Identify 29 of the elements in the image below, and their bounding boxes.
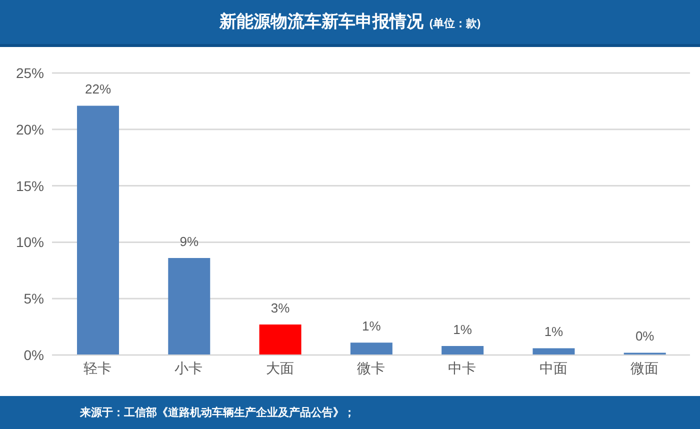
data-label: 0%: [635, 328, 655, 344]
bar: [77, 106, 119, 355]
x-tick-label: 轻卡: [84, 360, 112, 376]
y-tick-label: 10%: [16, 234, 44, 250]
data-label: 3%: [270, 300, 290, 316]
data-label: 1%: [453, 322, 472, 337]
chart-subtitle: (单位：款): [429, 18, 481, 30]
data-label: 22%: [84, 82, 112, 97]
bar: [350, 342, 392, 355]
data-label: 9%: [180, 234, 199, 249]
text: 来源于：工信部《道路机动车辆生产企业及产品公告》；: [80, 406, 355, 420]
x-tick-label: 大面: [266, 360, 294, 376]
data-label: 1%: [544, 324, 564, 340]
bar: [259, 324, 302, 355]
chart-title: 新能源物流车新车申报情况: [219, 12, 424, 31]
x-tick-label: 微面: [630, 360, 658, 376]
x-tick-label: 小卡: [174, 360, 203, 376]
bar: [442, 346, 484, 355]
data-label: 1%: [362, 318, 382, 334]
y-tick-label: 25%: [16, 64, 44, 81]
y-tick-label: 0%: [24, 346, 44, 363]
x-tick-label: 中卡: [448, 360, 476, 376]
y-tick-label: 15%: [16, 178, 44, 194]
x-tick-label: 微卡: [357, 360, 385, 376]
y-tick-label: 5%: [24, 290, 44, 307]
y-tick-label: 20%: [16, 121, 44, 138]
bar: [168, 258, 210, 355]
bar: [532, 348, 575, 355]
x-tick-label: 中面: [539, 360, 568, 376]
